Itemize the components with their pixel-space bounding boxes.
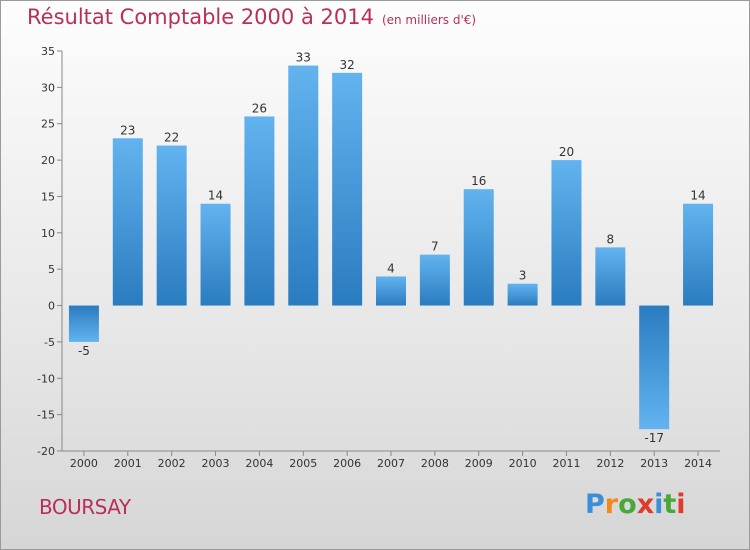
- x-tick-label: 2013: [640, 457, 668, 470]
- y-tick-label: -20: [37, 445, 55, 458]
- bar-2002: [156, 145, 187, 306]
- bar-2001: [112, 138, 143, 306]
- logo-letter: r: [604, 489, 619, 520]
- bar-2008: [419, 254, 450, 306]
- y-tick-label: 0: [48, 300, 55, 313]
- y-tick-label: -15: [37, 409, 55, 422]
- x-tick-label: 2012: [596, 457, 624, 470]
- bar-value-label: 22: [164, 131, 179, 145]
- bar-2010: [507, 283, 538, 306]
- bar-value-label: 4: [387, 261, 395, 275]
- bar-value-label: -17: [644, 431, 664, 445]
- x-tick-label: 2009: [465, 457, 493, 470]
- bar-2012: [595, 247, 626, 306]
- chart-subtitle: (en milliers d'€): [381, 13, 477, 27]
- x-tick-label: 2008: [421, 457, 449, 470]
- logo-letter: o: [618, 489, 637, 520]
- x-tick-label: 2002: [158, 457, 186, 470]
- logo-letter: P: [585, 489, 605, 520]
- x-tick-label: 2010: [509, 457, 537, 470]
- x-tick-label: 2007: [377, 457, 405, 470]
- bar-value-label: 8: [607, 232, 615, 246]
- chart-title: Résultat Comptable 2000 à 2014: [27, 5, 374, 29]
- logo-letter: i: [676, 489, 686, 520]
- logo-letter: i: [654, 489, 664, 520]
- logo-letter: t: [663, 489, 677, 520]
- bar-2005: [288, 65, 319, 306]
- bar-value-label: 20: [559, 145, 574, 159]
- bar-2000: [68, 305, 99, 342]
- y-tick-label: 35: [41, 45, 55, 58]
- y-tick-label: -5: [44, 336, 55, 349]
- y-tick-label: 20: [41, 154, 55, 167]
- x-tick-label: 2006: [333, 457, 361, 470]
- bar-2006: [332, 72, 363, 306]
- bar-value-label: 14: [690, 189, 705, 203]
- title-block: Résultat Comptable 2000 à 2014 (en millie…: [27, 5, 476, 29]
- bar-2013: [639, 305, 670, 430]
- bar-2011: [551, 160, 582, 306]
- proxiti-logo: Proxiti: [585, 489, 686, 520]
- y-tick-label: 30: [41, 81, 55, 94]
- x-tick-label: 2004: [245, 457, 273, 470]
- x-tick-label: 2011: [552, 457, 580, 470]
- x-tick-label: 2003: [202, 457, 230, 470]
- y-tick-label: 25: [41, 118, 55, 131]
- bar-2007: [376, 276, 406, 306]
- bar-value-label: 14: [208, 189, 223, 203]
- bar-value-label: 26: [252, 101, 267, 115]
- bar-value-label: 16: [471, 174, 486, 188]
- bar-value-label: 33: [296, 51, 311, 65]
- x-tick-label: 2000: [70, 457, 98, 470]
- chart-axes: 35 30 25 20 15 10 5 0 -5 -10 -15 -20 2000 2001 2002 200…: [37, 45, 720, 470]
- bar-value-label: 3: [519, 269, 527, 283]
- bar-2009: [463, 189, 494, 306]
- y-tick-label: 15: [41, 190, 55, 203]
- x-tick-label: 2014: [684, 457, 712, 470]
- y-tick-label: 10: [41, 227, 55, 240]
- bar-value-label: -5: [78, 344, 90, 358]
- bar-value-label: 23: [120, 123, 135, 137]
- bar-2003: [200, 203, 231, 306]
- chart-bars: [68, 65, 714, 430]
- bar-2004: [244, 116, 275, 306]
- bar-value-label: 7: [431, 240, 439, 254]
- chart-labels: -5 23 22 14 26 33 32 4 7 16 3 20 8 -17 14: [78, 51, 706, 446]
- x-tick-label: 2005: [289, 457, 317, 470]
- bar-value-label: 32: [339, 58, 354, 72]
- x-tick-label: 2001: [114, 457, 142, 470]
- y-tick-label: -10: [37, 372, 55, 385]
- commune-name: BOURSAY: [39, 495, 131, 519]
- logo-letter: x: [636, 489, 655, 520]
- bar-2014: [683, 203, 714, 306]
- y-tick-label: 5: [48, 263, 55, 276]
